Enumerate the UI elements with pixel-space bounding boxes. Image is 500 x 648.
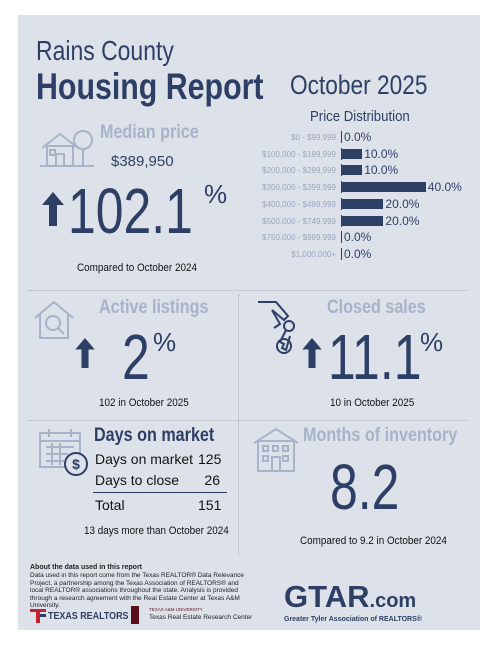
tamu-logo-icon [131, 606, 139, 624]
research-center-label: Texas Real Estate Research Center [149, 614, 253, 621]
distribution-value-label: 10.0% [364, 163, 399, 178]
report-card [18, 15, 480, 630]
gtar-tagline: Greater Tyler Association of REALTORS® [284, 616, 422, 623]
inventory-label: Months of inventory [303, 425, 458, 446]
building-icon [253, 427, 299, 472]
distribution-bar [341, 182, 426, 193]
median-note: Compared to October 2024 [77, 262, 197, 274]
closed-label: Closed sales [327, 297, 426, 318]
distribution-range-label: $750,000 - $999,999 [262, 233, 336, 243]
distribution-value-label: 0.0% [344, 230, 372, 245]
distribution-bar [341, 148, 363, 159]
about-text: Data used in this report come from the T… [30, 572, 244, 609]
distribution-range-label: $500,000 - $749,999 [262, 216, 336, 226]
distribution-value-label: 40.0% [427, 180, 462, 195]
median-change-unit: % [204, 179, 228, 209]
dom-row-value: 26 [204, 472, 220, 488]
distribution-range-label: $1,000,000+ [291, 249, 336, 259]
active-note: 102 in October 2025 [99, 397, 189, 409]
about-title: About the data used in this report [30, 564, 143, 571]
house-tree-icon [40, 130, 94, 167]
hand-key-icon [258, 301, 295, 354]
active-change: 2 [122, 321, 150, 393]
svg-text:$: $ [72, 456, 80, 472]
house-magnifier-icon [34, 300, 74, 339]
distribution-range-label: $300,000 - $399,999 [262, 183, 336, 193]
distribution-value-label: 10.0% [364, 146, 399, 161]
distribution-value-label: 0.0% [344, 130, 372, 144]
dom-row-name: Days on market [95, 451, 194, 467]
median-label: Median price [100, 122, 199, 143]
texas-realtors-logo: TEXAS REALTORS [48, 610, 129, 622]
divider [238, 294, 239, 556]
closed-note: 10 in October 2025 [330, 397, 415, 409]
distribution-bar [341, 165, 363, 176]
distribution-value-label: 20.0% [385, 196, 420, 211]
inventory-value: 8.2 [330, 451, 400, 523]
distribution-range-label: $100,000 - $199,999 [262, 149, 336, 159]
closed-change: 11.1 [328, 321, 422, 393]
dom-total-rule [93, 492, 227, 493]
up-arrow-icon [302, 338, 322, 368]
distribution-range-label: $200,000 - $299,999 [262, 166, 336, 176]
distribution-title: Price Distribution [310, 108, 410, 125]
dom-row-value: 125 [198, 451, 222, 467]
report-month: October 2025 [290, 70, 428, 100]
distribution-bar [341, 215, 384, 226]
texas-realtors-logo-icon [30, 609, 46, 623]
dom-label: Days on market [94, 425, 215, 446]
active-label: Active listings [99, 297, 209, 318]
tamu-label: TEXAS A&M UNIVERSITY [149, 607, 203, 612]
dom-total-label: Total [95, 497, 125, 513]
closed-change-unit: % [420, 327, 444, 357]
calendar-dollar-icon: $ [39, 429, 88, 476]
divider [28, 420, 468, 421]
active-change-unit: % [153, 327, 177, 357]
dom-row-name: Days to close [95, 472, 180, 488]
divider [28, 290, 468, 291]
distribution-value-label: 20.0% [385, 213, 420, 228]
dom-total-value: 151 [198, 497, 222, 513]
dom-note: 13 days more than October 2024 [84, 525, 229, 537]
inventory-note: Compared to 9.2 in October 2024 [300, 535, 447, 547]
report-title: Housing Report [36, 66, 264, 107]
distribution-range-label: $400,000 - $499,999 [262, 199, 336, 209]
distribution-value-label: 0.0% [344, 246, 372, 261]
distribution-range-label: $0 - $99,999 [291, 133, 336, 142]
median-change: 102.1 [68, 175, 193, 247]
median-price: $389,950 [111, 153, 174, 170]
gtar-logo: GTAR.com [284, 579, 417, 614]
distribution-axis-tick [341, 247, 342, 260]
up-arrow-icon [42, 192, 64, 226]
distribution-axis-tick [341, 231, 342, 244]
up-arrow-icon [75, 338, 95, 368]
county-title: Rains County [36, 35, 174, 66]
distribution-axis-tick [341, 131, 342, 143]
distribution-bar [341, 198, 384, 209]
